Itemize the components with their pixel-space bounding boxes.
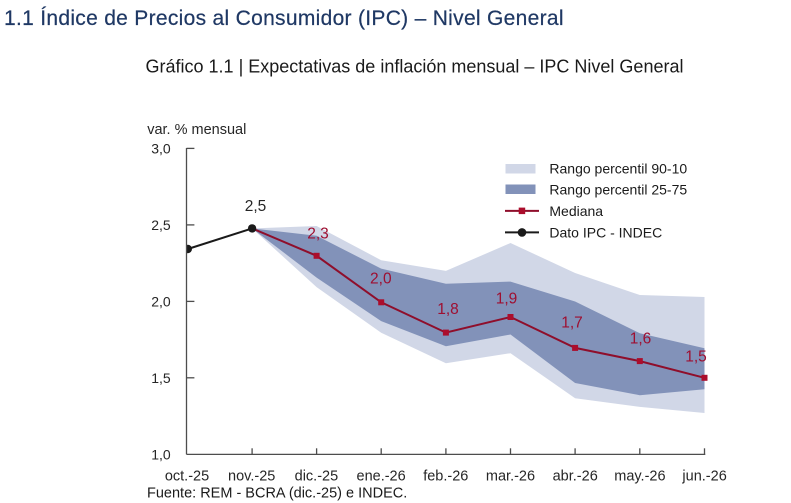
svg-text:may.-26: may.-26 [614, 469, 665, 485]
svg-text:2,0: 2,0 [370, 271, 392, 288]
svg-text:1,0: 1,0 [151, 446, 171, 462]
svg-text:mar.-26: mar.-26 [486, 469, 535, 485]
svg-text:1.1 Índice de Precios al Consu: 1.1 Índice de Precios al Consumidor (IPC… [4, 7, 564, 30]
svg-text:nov.-25: nov.-25 [228, 469, 275, 485]
svg-text:dic.-25: dic.-25 [295, 469, 339, 485]
svg-text:Gráfico 1.1 | Expectativas de: Gráfico 1.1 | Expectativas de inflación … [146, 56, 684, 76]
svg-text:oct.-25: oct.-25 [165, 469, 209, 485]
svg-text:Rango percentil 25-75: Rango percentil 25-75 [549, 181, 687, 197]
svg-text:1,9: 1,9 [496, 291, 518, 308]
svg-text:2,5: 2,5 [151, 217, 171, 233]
svg-text:1,6: 1,6 [630, 331, 652, 348]
svg-text:2,3: 2,3 [307, 226, 329, 243]
svg-text:2,5: 2,5 [245, 198, 267, 215]
svg-text:3,0: 3,0 [151, 141, 171, 157]
svg-text:2,0: 2,0 [151, 294, 171, 310]
svg-text:feb.-26: feb.-26 [423, 469, 468, 485]
svg-text:1,5: 1,5 [685, 349, 707, 366]
svg-text:jun.-26: jun.-26 [681, 469, 726, 485]
svg-text:1,5: 1,5 [151, 370, 171, 386]
svg-text:abr.-26: abr.-26 [553, 469, 598, 485]
svg-text:Rango percentil 90-10: Rango percentil 90-10 [549, 161, 687, 177]
svg-text:1,8: 1,8 [437, 301, 459, 318]
svg-text:Fuente: REM - BCRA (dic.-25) e: Fuente: REM - BCRA (dic.-25) e INDEC. [147, 485, 407, 501]
svg-text:Mediana: Mediana [549, 203, 603, 219]
svg-text:1,7: 1,7 [561, 315, 583, 332]
svg-text:Dato IPC - INDEC: Dato IPC - INDEC [549, 225, 662, 241]
svg-text:ene.-26: ene.-26 [357, 469, 406, 485]
svg-text:var. % mensual: var. % mensual [147, 122, 246, 138]
